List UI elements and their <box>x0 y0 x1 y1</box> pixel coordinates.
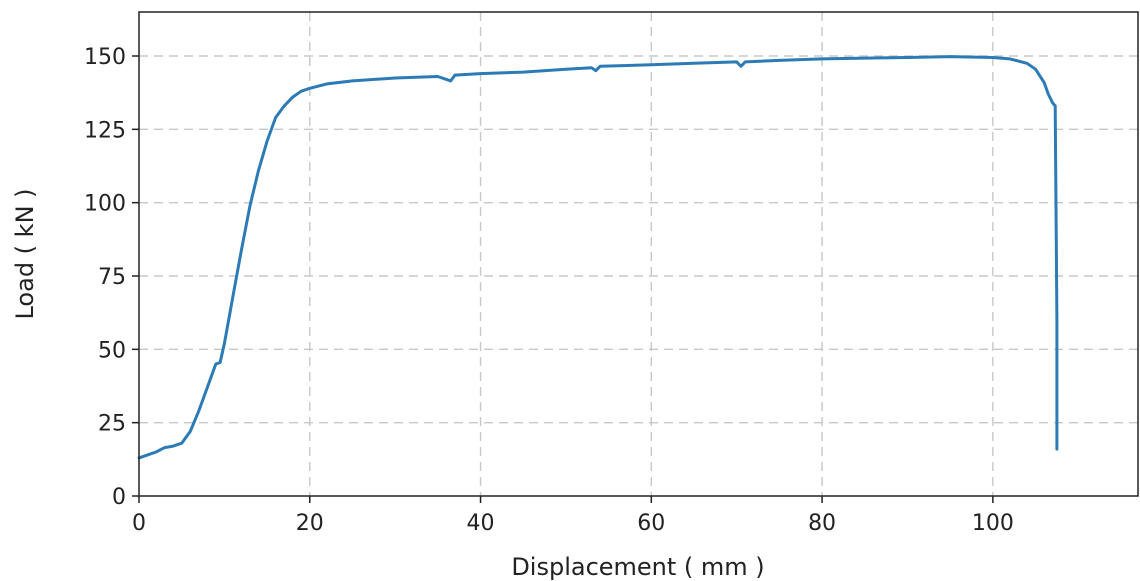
y-tick-label: 0 <box>112 485 126 510</box>
x-tick-label: 20 <box>296 511 324 536</box>
plot-area <box>137 55 1059 460</box>
y-tick-label: 75 <box>98 265 126 290</box>
x-tick-label: 80 <box>808 511 836 536</box>
y-tick-label: 150 <box>84 45 126 70</box>
y-tick-label: 50 <box>98 338 126 363</box>
y-tick-label: 125 <box>84 118 126 143</box>
plot-frame <box>138 11 1139 497</box>
grid-lines <box>139 12 1138 496</box>
y-tick-label: 100 <box>84 192 126 217</box>
y-axis-label: Load ( kN ) <box>11 188 39 319</box>
y-tick-label: 25 <box>98 412 126 437</box>
x-tick-label: 100 <box>972 511 1014 536</box>
x-tick-label: 60 <box>637 511 665 536</box>
x-axis-label: Displacement ( mm ) <box>511 553 764 581</box>
x-tick-label: 0 <box>132 511 146 536</box>
x-tick-label: 40 <box>467 511 495 536</box>
load-series-line <box>137 55 1059 460</box>
axis-ticks: 0 20 40 60 80 100 0 25 50 75 100 125 150 <box>84 45 1014 536</box>
